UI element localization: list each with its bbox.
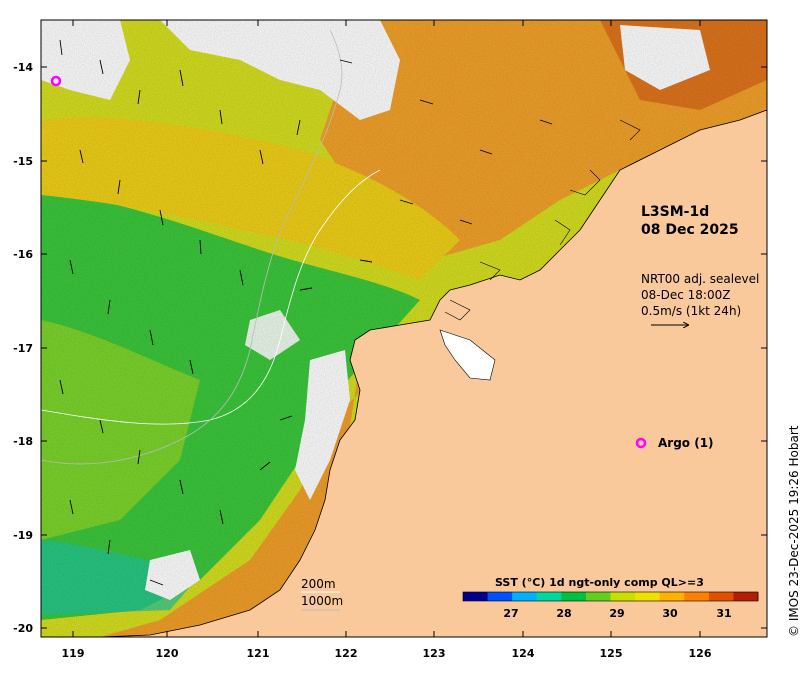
current-scale-label: 0.5m/s (1kt 24h) <box>641 304 741 318</box>
product-label: L3SM-1d <box>641 204 709 220</box>
latitude-axis: -14 -15 -16 -17 -18 -19 -20 <box>13 61 767 635</box>
colorbar-cell <box>585 592 611 601</box>
argo-label: Argo (1) <box>658 436 714 450</box>
colorbar-cells <box>463 592 759 601</box>
colorbar-tick-label: 29 <box>609 607 624 620</box>
colorbar-tick-label: 30 <box>662 607 678 620</box>
isobath-200m <box>41 169 381 425</box>
isobath-200-label: 200m <box>301 577 336 591</box>
king-sound-inlet <box>439 329 496 381</box>
lat-tick-label: -19 <box>13 529 33 542</box>
colorbar-cell <box>610 592 636 601</box>
lat-tick-label: -20 <box>13 622 33 635</box>
colorbar-tick-label: 27 <box>503 607 518 620</box>
isobath-1000m <box>41 29 343 465</box>
colorbar-cell <box>536 592 562 601</box>
coastline-islands <box>444 119 641 321</box>
colorbar-cell <box>635 592 661 601</box>
lon-tick-label: 126 <box>689 647 712 660</box>
map-frame <box>40 19 768 638</box>
credit-text: © IMOS 23-Dec-2025 19:26 Hobart <box>787 425 801 637</box>
lat-tick-label: -17 <box>13 342 33 355</box>
colorbar-cell <box>561 592 587 601</box>
lon-tick-label: 121 <box>247 647 270 660</box>
lon-tick-label: 124 <box>512 647 535 660</box>
colorbar-ticks: 27 28 29 30 31 <box>503 607 731 620</box>
colorbar-cell <box>708 592 734 601</box>
longitude-axis: 119 120 121 122 123 124 125 126 <box>62 20 712 660</box>
lon-tick-label: 123 <box>423 647 446 660</box>
lon-tick-label: 125 <box>600 647 623 660</box>
lat-tick-label: -15 <box>13 155 33 168</box>
isobath-1000-label: 1000m <box>301 594 343 608</box>
argo-float-marker-legend[interactable] <box>635 437 647 449</box>
lon-tick-label: 119 <box>62 647 85 660</box>
colorbar-cell <box>487 592 513 601</box>
lon-tick-label: 120 <box>156 647 179 660</box>
date-label: 08 Dec 2025 <box>641 222 739 238</box>
colorbar: SST (°C) 1d ngt-only comp QL>=3 27 28 29 30… <box>462 576 759 620</box>
current-time-label: 08-Dec 18:00Z <box>641 288 730 302</box>
lat-tick-label: -16 <box>13 248 33 261</box>
colorbar-cell <box>684 592 710 601</box>
colorbar-frame <box>462 591 759 602</box>
lon-tick-label: 122 <box>335 647 358 660</box>
colorbar-tick-label: 31 <box>716 607 731 620</box>
argo-float-marker-nw[interactable] <box>50 75 62 87</box>
current-product-label: NRT00 adj. sealevel <box>641 272 759 286</box>
lat-tick-label: -18 <box>13 435 33 448</box>
colorbar-cell <box>512 592 538 601</box>
colorbar-cell <box>659 592 685 601</box>
australia-land <box>99 109 767 637</box>
current-vectors <box>59 39 553 586</box>
colorbar-title: SST (°C) 1d ngt-only comp QL>=3 <box>495 576 704 589</box>
map-plot-area <box>41 20 767 637</box>
colorbar-cell <box>733 592 759 601</box>
lat-tick-label: -14 <box>13 61 33 74</box>
colorbar-cell <box>463 592 489 601</box>
colorbar-tick-label: 28 <box>556 607 571 620</box>
